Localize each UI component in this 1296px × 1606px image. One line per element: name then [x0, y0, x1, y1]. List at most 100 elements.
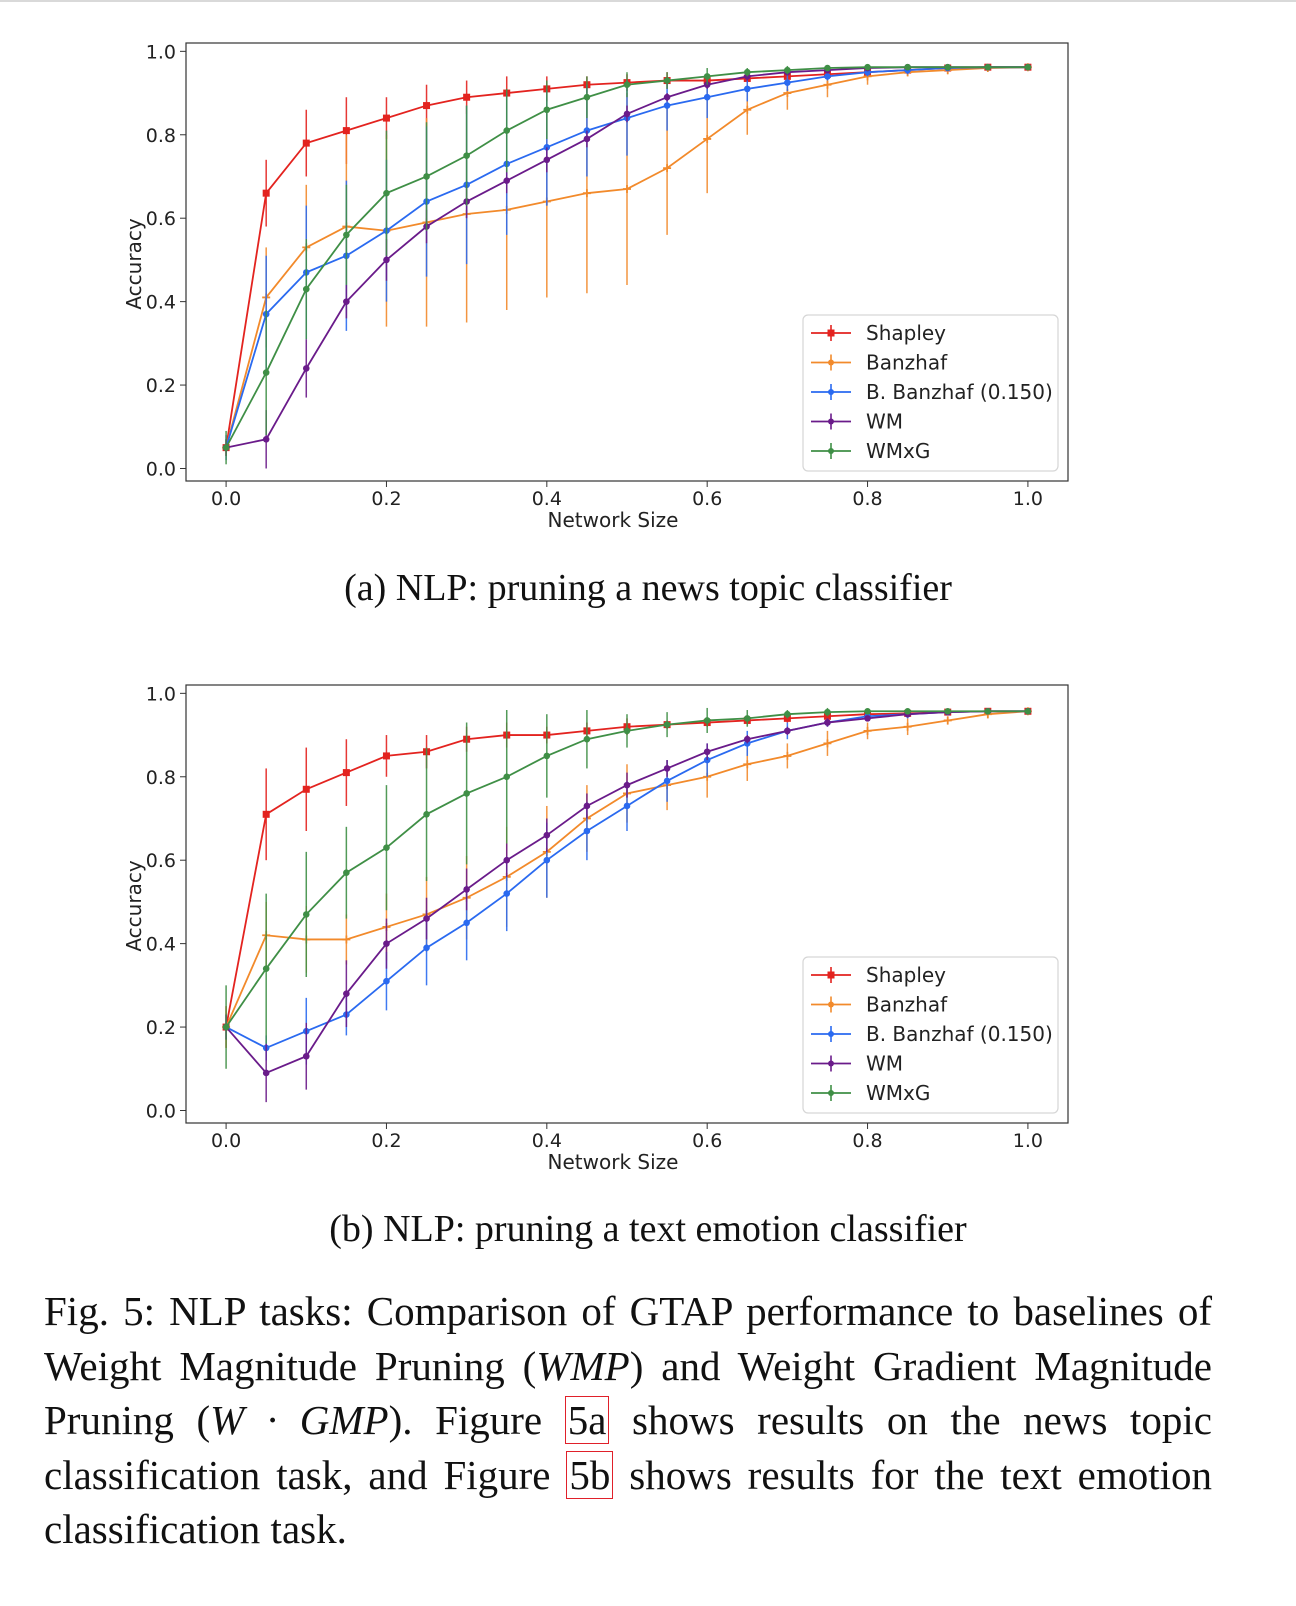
figure-ref-5b-link[interactable]: 5b	[566, 1450, 614, 1499]
figure-ref-5a-link[interactable]: 5a	[564, 1396, 610, 1444]
y-tick-label: 0.2	[146, 375, 176, 397]
caption-wgmp: W · GMP	[210, 1397, 389, 1443]
data-point	[583, 802, 591, 810]
data-point	[583, 735, 591, 743]
data-point	[302, 911, 310, 918]
legend-marker	[827, 971, 835, 979]
data-point	[663, 93, 671, 101]
data-point	[1024, 707, 1032, 715]
y-tick-label: 0.4	[146, 934, 176, 956]
plot-frame	[185, 684, 1069, 1124]
y-tick-label: 0.2	[146, 1017, 176, 1039]
legend-item-wmxg: WMxG	[811, 439, 930, 463]
caption-mid3: shows results on the news topic classifi…	[44, 1397, 1212, 1498]
data-point	[582, 189, 591, 198]
data-point	[343, 990, 350, 997]
legend-box	[802, 956, 1059, 1114]
data-point	[864, 715, 871, 722]
data-point	[383, 844, 390, 851]
data-point	[543, 856, 551, 864]
figure-caption: Fig. 5: NLP tasks: Comparison of GTAP pe…	[44, 1284, 1212, 1557]
legend-item-b-banzhaf-0-150: B. Banzhaf (0.150)	[811, 1022, 1053, 1046]
data-point	[944, 707, 952, 715]
x-tick-label: 1.0	[1013, 488, 1043, 510]
data-point	[262, 369, 270, 376]
legend-item-wm: WM	[811, 410, 903, 434]
legend-marker	[828, 1031, 834, 1037]
data-point	[543, 831, 551, 839]
data-point	[423, 173, 430, 180]
data-point	[663, 102, 671, 109]
data-point	[383, 940, 390, 947]
chart-news-topic: 0.0 0.2 0.4 0.6 0.8 1.0 0.0 0.2 0.4 0.6 0.8 1.0 Netw…	[122, 41, 1069, 532]
data-point	[823, 80, 832, 89]
data-point	[824, 73, 831, 80]
data-point	[703, 756, 711, 764]
legend-item-wm: WM	[811, 1052, 903, 1076]
x-tick-label: 0.0	[211, 488, 241, 510]
caption-wmp: WMP	[536, 1342, 630, 1389]
data-point	[784, 66, 791, 74]
data-point	[342, 127, 350, 135]
data-point	[503, 177, 511, 184]
top-divider	[0, 0, 1296, 2]
subcaption-a: (a) NLP: pruning a news topic classifier	[344, 567, 952, 609]
data-point	[302, 785, 310, 793]
x-tick-label: 0.6	[692, 1130, 722, 1152]
x-tick-label: 0.8	[852, 488, 882, 510]
data-point	[302, 285, 310, 293]
data-point	[463, 886, 470, 893]
legend-label: WM	[866, 1052, 903, 1076]
legend-marker	[828, 448, 834, 454]
data-point	[824, 708, 831, 716]
legend-item-shapley: Shapley	[811, 963, 946, 987]
x-tick-label: 0.4	[532, 1130, 562, 1152]
data-point	[663, 721, 671, 728]
x-tick-label: 0.4	[532, 488, 562, 510]
data-point	[703, 73, 711, 80]
data-point	[743, 760, 752, 769]
caption-mid1: ) and Weight Gradient Magnitude Pruning …	[44, 1342, 1212, 1444]
data-point	[984, 707, 992, 715]
x-tick-label: 0.2	[371, 488, 401, 510]
data-point	[423, 915, 430, 922]
data-point	[463, 152, 470, 159]
data-point	[743, 715, 751, 722]
data-point	[503, 127, 511, 134]
y-tick-label: 0.0	[146, 458, 176, 480]
legend-marker	[828, 389, 834, 395]
legend-marker	[828, 359, 834, 366]
data-point	[543, 156, 551, 164]
legend-marker	[828, 418, 834, 425]
legend-marker	[828, 1060, 834, 1067]
data-point	[623, 185, 631, 193]
x-tick-label: 0.2	[371, 1130, 401, 1152]
data-point	[382, 752, 390, 760]
data-point	[543, 106, 551, 114]
data-point	[743, 68, 751, 76]
data-point	[262, 965, 270, 972]
data-point	[784, 727, 791, 735]
legend-marker	[828, 1001, 834, 1008]
data-point	[343, 869, 350, 877]
legend: Shapley Banzhaf B. Banzhaf (0.150) WM WMxG	[802, 956, 1059, 1114]
data-point	[583, 827, 591, 835]
x-axis-label: Network Size	[548, 508, 679, 532]
x-tick-label: 0.0	[211, 1130, 241, 1152]
data-point	[423, 102, 431, 110]
subcaption-b: (b) NLP: pruning a text emotion classifi…	[329, 1208, 967, 1250]
data-point	[262, 1069, 270, 1077]
legend: Shapley Banzhaf B. Banzhaf (0.150) WM WMxG	[802, 314, 1059, 472]
data-point	[342, 935, 351, 944]
data-point	[623, 110, 631, 118]
data-point	[222, 444, 230, 451]
legend-label: WM	[866, 410, 903, 434]
data-point	[783, 714, 791, 722]
data-point	[824, 64, 831, 72]
legend-label: Banzhaf	[866, 351, 948, 375]
data-point	[623, 802, 631, 810]
legend-item-shapley: Shapley	[811, 321, 946, 345]
data-point	[463, 919, 470, 927]
data-point	[423, 811, 430, 818]
data-point	[623, 727, 631, 735]
